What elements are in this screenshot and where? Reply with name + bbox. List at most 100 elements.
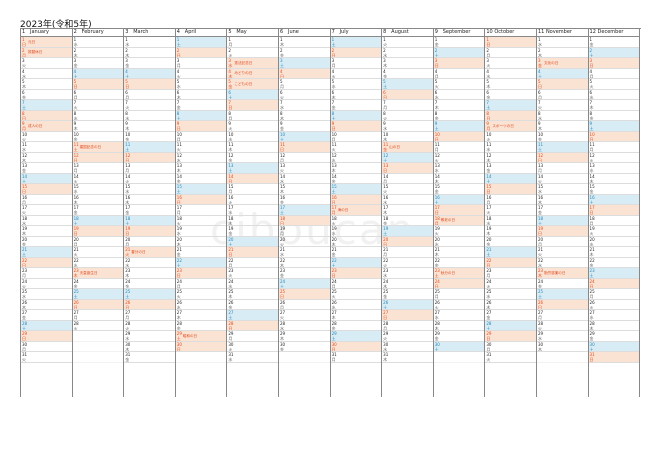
weekday-label: 月 <box>383 325 388 331</box>
weekday-label: 水 <box>589 241 594 247</box>
weekday-label: 月 <box>279 157 284 163</box>
day-cell: 28 金 <box>330 320 382 331</box>
day-number: 20 <box>279 236 286 242</box>
weekday-label: 日 <box>589 210 594 215</box>
day-cell: 26 水 <box>330 300 382 310</box>
day-number: 28 <box>331 320 337 326</box>
weekday-label: 月 <box>486 199 491 205</box>
day-cell: 21 金 <box>330 247 382 258</box>
day-cell: 15 金 <box>433 184 485 195</box>
weekday-label: 水 <box>383 273 388 278</box>
day-cell: 11 木 <box>227 142 278 153</box>
day-number: 18 <box>73 215 79 221</box>
day-cell: 18 金 <box>382 216 433 226</box>
day-number: 11 <box>176 142 182 147</box>
holiday-label: 秋分の日 <box>440 270 456 275</box>
day-number: 19 <box>125 226 131 231</box>
day-number: 4 <box>125 68 128 74</box>
weekday-label: 日 <box>486 189 491 194</box>
day-cell: 10 日 <box>588 131 640 142</box>
day-number: 27 <box>176 310 182 315</box>
weekday-label: 火 <box>589 304 594 310</box>
day-number: 3 <box>589 58 593 63</box>
weekday-label: 月 <box>22 273 26 278</box>
day-cell: 25 土 <box>536 289 588 300</box>
day-number: 10 <box>73 131 79 137</box>
day-cell: 14 火 <box>72 174 124 184</box>
weekday-label: 木 <box>486 84 491 89</box>
weekday-label: 木 <box>22 304 26 310</box>
day-cell: 11 土 <box>124 142 175 153</box>
day-number: 15 <box>73 184 79 189</box>
day-cell: 24 水 <box>227 279 278 289</box>
weekday-label: 木 <box>383 357 388 362</box>
weekday-label: 水 <box>434 315 439 320</box>
weekday-label: 木 <box>176 168 181 173</box>
weekday-label: 土 <box>279 136 284 142</box>
weekday-label: 月 <box>486 126 491 131</box>
day-cell: 15 日 <box>21 184 72 195</box>
day-cell: 20 日 <box>382 236 433 247</box>
weekday-label: 火 <box>125 178 130 184</box>
weekday-label: 火 <box>279 94 284 100</box>
weekday-label: 月 <box>176 283 181 289</box>
day-cell: 31 水 <box>227 352 278 363</box>
day-cell: 15 水 <box>72 184 124 195</box>
weekday-label: 木 <box>73 126 78 131</box>
day-cell: 11 水 <box>21 142 72 153</box>
day-number: 7 <box>228 100 231 105</box>
day-cell: 22 月 <box>227 258 278 268</box>
day-cell: 26 日 <box>72 299 124 310</box>
day-number: 26 <box>125 299 131 305</box>
weekday-label: 土 <box>589 199 594 205</box>
weekday-label: 水 <box>279 105 284 110</box>
day-number: 10 <box>331 131 337 137</box>
weekday-label: 金 <box>434 42 439 47</box>
day-cell: 25 水 <box>21 289 72 300</box>
day-cell: 11 火 <box>330 142 382 153</box>
day-number: 4 <box>228 68 231 74</box>
month-number: 10 <box>486 29 493 35</box>
day-number: 26 <box>486 299 492 305</box>
weekday-label: 火 <box>228 273 233 278</box>
holiday-label: 敬老の日 <box>440 218 456 222</box>
day-cell: 10 火 <box>485 132 536 142</box>
day-cell: 29 水 <box>536 331 588 342</box>
day-number: 11 <box>73 142 79 147</box>
day-number: 28 <box>537 320 544 326</box>
day-cell: 12 火 <box>588 152 640 163</box>
weekday-label: 火 <box>589 157 594 163</box>
day-number: 12 <box>589 152 595 158</box>
day-number: 18 <box>434 215 440 221</box>
day-number: 3 <box>73 58 77 63</box>
weekday-label: 水 <box>589 168 594 173</box>
day-cell: 25 月 <box>588 289 640 300</box>
day-cell: 24 木 <box>382 279 433 289</box>
day-number: 23 <box>589 268 595 273</box>
day-cell: 24 月 <box>175 279 227 289</box>
day-number: 17 <box>176 205 182 210</box>
day-cell: 24 火 <box>485 279 536 289</box>
day-cell: 12 水 <box>175 153 227 163</box>
day-number: 19 <box>279 226 286 231</box>
day-number: 28 <box>73 320 79 326</box>
day-cell: 28 木 <box>433 321 485 331</box>
day-number: 19 <box>22 226 28 231</box>
day-cell: 20 土 <box>227 236 278 247</box>
day-number: 27 <box>228 310 234 315</box>
day-number: 16 <box>434 194 440 200</box>
weekday-label: 水 <box>22 294 26 299</box>
day-cell: 22 火 <box>382 258 433 268</box>
day-cell: 30 月 <box>485 342 536 352</box>
weekday-label: 日 <box>486 115 491 121</box>
day-cell: 12 日 <box>124 152 175 163</box>
day-number: 18 <box>486 215 492 221</box>
weekday-label: 日 <box>176 52 181 58</box>
day-number: 3 <box>331 58 335 63</box>
